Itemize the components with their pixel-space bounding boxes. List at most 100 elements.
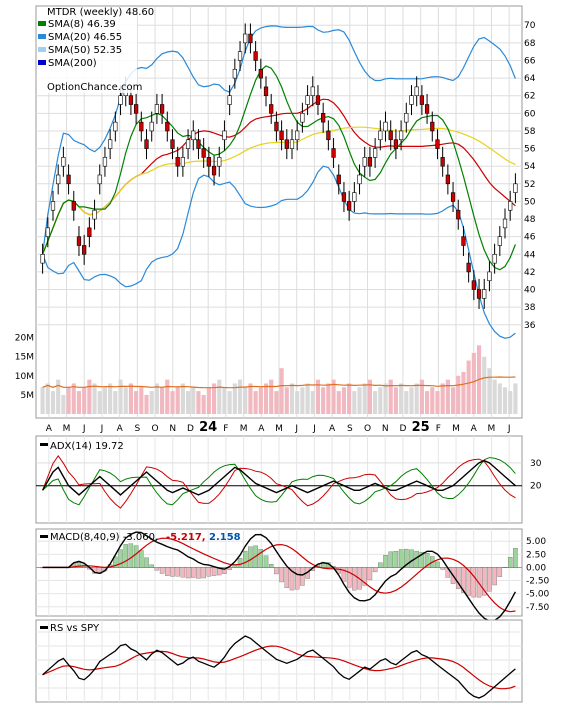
- volume-tick-label: 20M: [15, 334, 34, 344]
- volume-bar: [482, 356, 487, 414]
- volume-bar: [279, 368, 284, 414]
- macd-histogram-bar: [263, 555, 269, 568]
- x-tick-label: O: [364, 424, 371, 434]
- candle-body: [508, 201, 513, 211]
- volume-bar: [191, 387, 196, 414]
- x-tick-label: M: [275, 424, 283, 434]
- candle-body: [440, 157, 445, 167]
- volume-bar: [222, 387, 227, 414]
- x-tick-label: S: [347, 424, 353, 434]
- macd-histogram-bar: [227, 567, 232, 570]
- candle-body: [430, 121, 435, 132]
- volume-bar: [123, 387, 128, 414]
- price-tick-label: 68: [524, 39, 536, 49]
- macd-histogram-bar: [196, 567, 201, 579]
- volume-bar: [419, 379, 424, 414]
- macd-histogram-bar: [487, 567, 492, 592]
- candle-body: [347, 201, 352, 211]
- macd-histogram-bar: [139, 550, 144, 568]
- candle-body: [305, 95, 310, 105]
- macd-tick-label: -7.50: [526, 603, 550, 613]
- legend-items: SMA(8) 46.39 SMA(20) 46.55 SMA(50) 52.35 SM…: [38, 19, 122, 69]
- price-tick-label: 44: [524, 250, 536, 260]
- macd-histogram-bar: [378, 562, 383, 568]
- price-tick-label: 54: [524, 162, 536, 172]
- macd-tick-label: 5.00: [526, 537, 546, 547]
- price-axis-ticks: 36 38 40 42 44 46 48 50 52 54 56 58 60 62 64 66 68 70: [524, 21, 536, 331]
- candle-body: [237, 51, 243, 61]
- adx-title-marker: [40, 443, 48, 446]
- volume-bar: [336, 391, 341, 414]
- candle-body: [154, 104, 160, 114]
- adx-title: ADX(14) 19.72: [50, 441, 124, 452]
- candle-body: [419, 95, 424, 105]
- candle-body: [424, 104, 430, 114]
- macd-histogram-bar: [409, 549, 414, 568]
- macd-signal-line: [42, 537, 516, 613]
- volume-bar: [502, 387, 508, 414]
- macd-histogram-bar: [180, 567, 186, 578]
- volume-bar: [404, 391, 409, 414]
- macd-histogram-bar: [424, 553, 430, 568]
- macd-histogram-bar: [242, 550, 248, 568]
- plus-di-line: [42, 455, 516, 509]
- volume-bar: [326, 383, 331, 414]
- rs-title: RS vs SPY: [50, 623, 100, 634]
- candle-body: [414, 86, 419, 97]
- macd-histogram-bar: [481, 567, 487, 596]
- candle-body: [310, 86, 315, 97]
- volume-bar: [211, 383, 217, 414]
- x-tick-label: A: [329, 424, 336, 434]
- volume-bar: [134, 391, 139, 414]
- volume-bar: [66, 387, 71, 414]
- macd-histogram-bar: [393, 551, 399, 568]
- volume-bar: [435, 391, 440, 414]
- candle-body: [113, 121, 118, 132]
- price-tick-label: 50: [524, 197, 536, 207]
- macd-histogram-bar: [206, 567, 212, 577]
- volume-bar: [393, 387, 398, 414]
- volume-bar: [196, 391, 201, 414]
- volume-bar: [471, 352, 476, 414]
- volume-bar: [331, 379, 336, 414]
- candle-body: [357, 174, 362, 185]
- candle-body: [487, 271, 492, 282]
- x-tick-label: J: [312, 424, 316, 434]
- candle-body: [398, 130, 404, 141]
- volume-bar: [185, 391, 191, 414]
- price-tick-label: 60: [524, 109, 536, 119]
- macd-histogram-bar: [383, 555, 388, 568]
- adx-lines: [41, 455, 516, 509]
- volume-bar: [300, 387, 305, 414]
- volume-bar: [456, 375, 461, 414]
- candle-body: [248, 33, 253, 44]
- volume-bar: [61, 394, 66, 414]
- volume-bar: [97, 391, 102, 414]
- price-tick-label: 40: [524, 286, 536, 296]
- macd-histogram-bar: [372, 567, 378, 573]
- volume-bar: [347, 383, 352, 414]
- volume-bar: [144, 394, 149, 414]
- volume-bar: [295, 391, 300, 414]
- candlesticks: [40, 23, 518, 309]
- candle-body: [300, 113, 305, 123]
- volume-bar: [118, 379, 123, 414]
- macd-value-signal: -5.217,: [166, 532, 206, 543]
- candle-body: [97, 174, 102, 185]
- volume-tick-label: 10M: [15, 372, 34, 382]
- candle-body: [82, 245, 87, 255]
- x-tick-label: 25: [412, 420, 430, 435]
- candle-body: [258, 68, 263, 79]
- x-tick-label: N: [169, 424, 176, 434]
- macd-histogram-bar: [113, 556, 118, 568]
- volume-bar: [56, 379, 61, 414]
- volume-bar: [315, 379, 321, 414]
- candle-body: [45, 227, 50, 237]
- volume-bar: [139, 387, 144, 414]
- macd-histogram-bar: [341, 567, 347, 582]
- volume-bar: [227, 391, 232, 414]
- price-tick-label: 46: [524, 233, 536, 243]
- volume-bar: [492, 379, 497, 414]
- macd-lines: [42, 531, 517, 622]
- candle-body: [180, 157, 185, 167]
